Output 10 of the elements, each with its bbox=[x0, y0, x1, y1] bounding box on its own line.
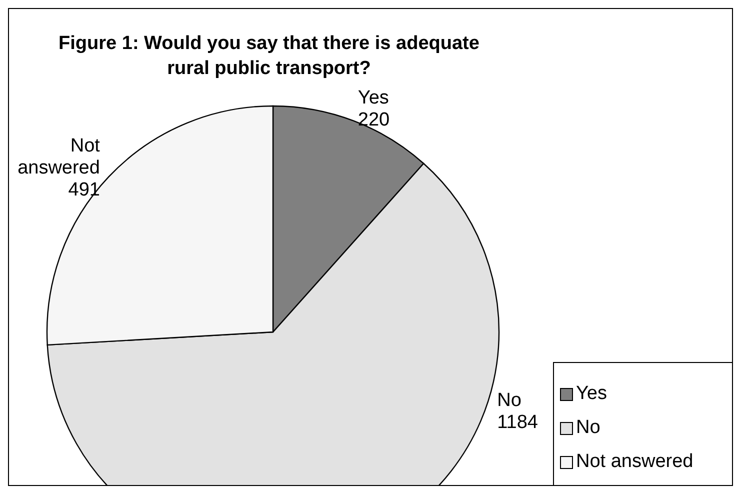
slice-label: Yes bbox=[358, 88, 389, 109]
data-label: 220 bbox=[358, 110, 390, 131]
data-label: 491 bbox=[68, 180, 100, 201]
slice-label: Not answered bbox=[18, 136, 101, 179]
data-label: 1184 bbox=[497, 412, 538, 434]
slice-label: No bbox=[497, 390, 522, 412]
legend-label: Not answered bbox=[576, 451, 694, 473]
legend-label: No bbox=[576, 417, 600, 439]
legend-label: Yes bbox=[576, 383, 607, 405]
chart-title: Figure 1: Would you say that there is adequate rural public transport? bbox=[58, 32, 480, 81]
